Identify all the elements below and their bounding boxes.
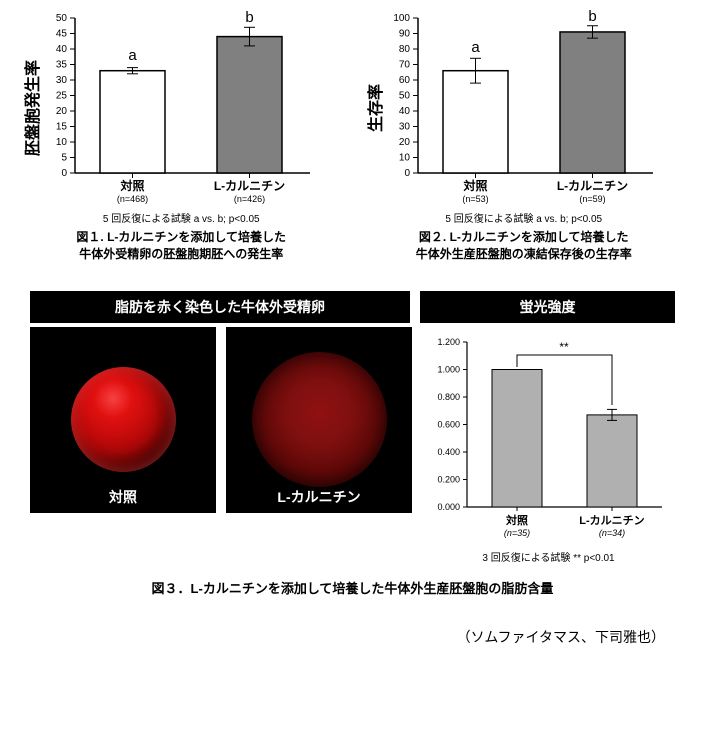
fig2-cat-0: 対照 (462, 178, 487, 193)
fig2-panel: 生存率 0 10 20 30 40 50 60 70 80 90 100 (363, 8, 686, 263)
svg-text:0.800: 0.800 (437, 392, 460, 402)
fig3-micrograph-carnitine: L-カルニチン (226, 327, 412, 513)
fig1-bar-0 (100, 71, 165, 173)
fig2-chart: 生存率 0 10 20 30 40 50 60 70 80 90 100 (363, 8, 673, 208)
svg-text:50: 50 (398, 91, 410, 102)
fig1-footnote: 5 回反復による試験 a vs. b; p<0.05 (20, 210, 343, 225)
fig3-n-0: (n=35) (504, 528, 530, 538)
fig1-caption: 図１. L-カルニチンを添加して培養した 牛体外受精卵の胚盤胞期胚への発生率 (20, 229, 343, 263)
svg-text:0.200: 0.200 (437, 474, 460, 484)
fig1-sig-0: a (128, 47, 137, 64)
svg-text:40: 40 (56, 44, 68, 55)
fig3-footnote: 3 回反復による試験 ** p<0.01 (422, 549, 675, 564)
fig2-caption: 図２. L-カルニチンを添加して培養した 牛体外生産胚盤胞の凍結保存後の生存率 (363, 229, 686, 263)
fig3-n-1: (n=34) (599, 528, 625, 538)
fig3-cat-1: L-カルニチン (579, 514, 644, 527)
svg-text:1.200: 1.200 (437, 337, 460, 347)
fig2-ylabel: 生存率 (366, 84, 385, 132)
fig3-yticks: 0.000 0.200 0.400 0.600 0.800 1.000 1.20… (437, 337, 467, 512)
svg-text:10: 10 (398, 153, 410, 164)
svg-text:35: 35 (56, 60, 68, 71)
svg-text:20: 20 (398, 137, 410, 148)
fig3-panel: 脂肪を赤く染色した牛体外受精卵 蛍光強度 対照 L-カルニチン 0.000 0 (0, 281, 705, 597)
fig2-yticks: 0 10 20 30 40 50 60 70 80 90 100 (393, 13, 418, 179)
fig1-yticks: 0 5 10 15 20 25 30 35 40 45 50 (56, 13, 75, 179)
svg-text:0: 0 (61, 168, 67, 179)
fig2-n-1: (n=59) (579, 194, 605, 204)
svg-text:80: 80 (398, 44, 410, 55)
fig3-bar-1 (587, 414, 637, 506)
svg-text:0.000: 0.000 (437, 502, 460, 512)
svg-text:20: 20 (56, 106, 68, 117)
fig3-caption: 図３．L-カルニチンを添加して培養した牛体外生産胚盤胞の脂肪含量 (30, 578, 675, 597)
svg-text:10: 10 (56, 137, 68, 148)
fig1-cat-0: 対照 (119, 178, 144, 193)
fig2-cat-1: L-カルニチン (556, 179, 627, 193)
fig2-sig-1: b (588, 8, 596, 25)
svg-text:50: 50 (56, 13, 68, 24)
fig1-ylabel: 胚盤胞発生率 (23, 60, 42, 156)
fig1-chart: 胚盤胞発生率 0 5 10 15 20 25 30 35 40 45 50 (20, 8, 330, 208)
svg-text:5: 5 (61, 153, 67, 164)
fig1-sig-1: b (245, 9, 253, 26)
svg-text:30: 30 (398, 122, 410, 133)
svg-text:25: 25 (56, 91, 68, 102)
fig2-bar-0 (443, 71, 508, 173)
fig1-panel: 胚盤胞発生率 0 5 10 15 20 25 30 35 40 45 50 (20, 8, 343, 263)
fig3-micrograph-control: 対照 (30, 327, 216, 513)
fig2-sig-0: a (471, 39, 480, 56)
fig3-chart: 0.000 0.200 0.400 0.600 0.800 1.000 1.20… (422, 327, 672, 547)
fig3-panel2-title: 蛍光強度 (420, 291, 675, 323)
fig3-sig-label: ** (559, 340, 569, 354)
svg-text:30: 30 (56, 75, 68, 86)
svg-text:0.600: 0.600 (437, 419, 460, 429)
fig3-panel1-title: 脂肪を赤く染色した牛体外受精卵 (30, 291, 410, 323)
author-line: （ソムファイタマス、下司雅也） (0, 597, 705, 647)
fig3-chart-container: 0.000 0.200 0.400 0.600 0.800 1.000 1.20… (422, 327, 675, 564)
svg-text:90: 90 (398, 29, 410, 40)
fig2-footnote: 5 回反復による試験 a vs. b; p<0.05 (363, 210, 686, 225)
fig1-n-0: (n=468) (117, 194, 148, 204)
svg-text:40: 40 (398, 106, 410, 117)
svg-text:0: 0 (404, 168, 410, 179)
fig1-cat-1: L-カルニチン (214, 179, 285, 193)
svg-text:70: 70 (398, 60, 410, 71)
fig2-bar-1 (560, 32, 625, 173)
fig1-n-1: (n=426) (234, 194, 265, 204)
svg-text:60: 60 (398, 75, 410, 86)
svg-text:45: 45 (56, 29, 68, 40)
fig2-n-0: (n=53) (462, 194, 488, 204)
svg-text:0.400: 0.400 (437, 447, 460, 457)
svg-text:15: 15 (56, 122, 68, 133)
svg-text:100: 100 (393, 13, 410, 24)
fig3-micro-label-1: L-カルニチン (226, 487, 412, 507)
fig3-micro-label-0: 対照 (30, 487, 216, 507)
svg-text:1.000: 1.000 (437, 364, 460, 374)
fig3-cat-0: 対照 (505, 513, 528, 527)
fig1-bar-1 (217, 37, 282, 173)
fig3-bar-0 (492, 369, 542, 507)
